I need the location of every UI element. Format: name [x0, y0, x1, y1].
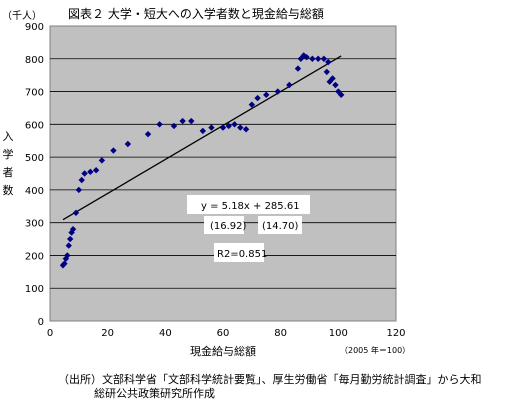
data-point — [231, 121, 238, 128]
x-tick-label: 40 — [159, 328, 172, 339]
data-point — [286, 81, 293, 89]
data-point — [274, 88, 281, 95]
equation-box — [187, 195, 310, 214]
data-point — [219, 124, 227, 131]
y-tick-label: 600 — [25, 120, 44, 131]
data-point — [78, 176, 85, 184]
x-tick-label: 60 — [217, 328, 230, 339]
y-tick-label: 100 — [25, 284, 44, 295]
t-value-box-1 — [204, 216, 244, 234]
data-point — [179, 117, 186, 125]
x-tick-label: 0 — [47, 328, 53, 339]
y-tick-labels: 0 100 200 300 400 500 600 700 800 900 — [25, 22, 44, 328]
t-value-2: (14.70) — [262, 221, 299, 232]
data-point — [314, 55, 322, 62]
data-point — [237, 124, 244, 131]
x-tick-label: 80 — [274, 328, 287, 339]
data-point — [242, 126, 250, 133]
r2-label: R2=0.851 — [217, 249, 267, 260]
chart-title: 図表２ 大学・短大への入学者数と現金給与総額 — [68, 6, 324, 21]
data-point — [65, 242, 72, 249]
data-point — [188, 117, 195, 125]
plot-area — [49, 25, 397, 322]
y-tick-label: 800 — [25, 55, 44, 66]
data-point — [124, 140, 132, 148]
data-point — [303, 53, 310, 61]
data-point — [225, 122, 232, 130]
x-tick-label: 120 — [386, 328, 405, 339]
x-axis-title: 現金給与総額 — [190, 344, 256, 358]
data-point — [110, 147, 117, 154]
t-value-box-2 — [258, 216, 302, 234]
y-tick-label: 0 — [38, 317, 44, 328]
data-point — [325, 58, 332, 66]
data-point — [98, 157, 106, 164]
data-point — [92, 167, 100, 174]
y-tick-label: 400 — [25, 186, 44, 197]
data-point — [208, 124, 215, 131]
data-point — [81, 170, 88, 177]
data-point — [75, 186, 83, 194]
equation-label: y = 5.18x + 285.61 — [201, 201, 300, 212]
data-point — [144, 130, 152, 138]
data-point — [320, 55, 328, 62]
chart-canvas: 図表２ 大学・短大への入学者数と現金給与総額 （千人） 010020030040… — [2, 6, 410, 358]
y-unit-label: （千人） — [2, 10, 42, 22]
data-point — [68, 229, 75, 236]
x-tick-labels: 0 20 40 60 80 100 120 — [47, 328, 406, 339]
r2-box — [214, 243, 264, 262]
data-point — [323, 68, 330, 76]
data-point — [61, 260, 68, 267]
data-point — [156, 121, 163, 128]
x-axis-note: （2005 年＝100） — [340, 345, 410, 355]
source-line-1: （出所）文部科学省「文部科学統計要覧」、厚生労働省「毎月勤労統計調査」から大和 — [58, 373, 482, 386]
x-tick-label: 100 — [329, 328, 348, 339]
data-point — [170, 122, 178, 130]
y-tick-label: 700 — [25, 88, 44, 99]
data-points — [59, 52, 345, 269]
source-note: （出所）文部科学省「文部科学統計要覧」、厚生労働省「毎月勤労統計調査」から大和 … — [58, 373, 528, 401]
y-tick-label: 900 — [25, 22, 44, 33]
data-point — [254, 94, 261, 102]
data-point — [64, 252, 71, 259]
data-point — [248, 101, 256, 108]
data-point — [199, 127, 207, 135]
data-point — [62, 255, 70, 262]
data-point — [294, 65, 302, 72]
y-tick-label: 300 — [25, 219, 44, 230]
data-point — [263, 91, 270, 99]
data-point — [338, 91, 345, 99]
data-point — [72, 209, 80, 217]
source-line-2: 総研公共政策研究所作成 — [94, 387, 215, 400]
y-axis-title: 入学者数 — [3, 130, 14, 197]
data-point — [329, 75, 336, 82]
trend-line — [62, 55, 342, 221]
y-tick-label: 200 — [25, 251, 44, 262]
y-tick-label: 500 — [25, 153, 44, 164]
data-point — [87, 168, 94, 176]
data-point — [69, 226, 77, 233]
data-point — [66, 235, 74, 243]
t-value-1: (16.92) — [210, 221, 247, 232]
data-point — [332, 81, 339, 89]
data-point — [309, 55, 316, 62]
x-tick-label: 20 — [101, 328, 114, 339]
